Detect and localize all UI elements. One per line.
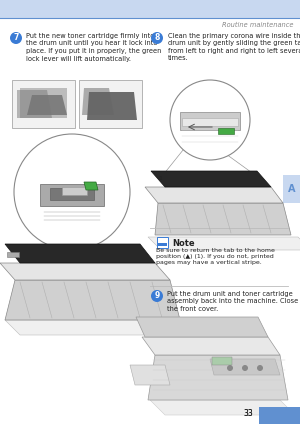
- Bar: [7, 252, 19, 257]
- Bar: [182, 118, 238, 126]
- Circle shape: [151, 290, 163, 302]
- Polygon shape: [17, 90, 52, 118]
- Polygon shape: [5, 320, 195, 335]
- Polygon shape: [5, 280, 180, 320]
- Bar: [20, 108, 67, 118]
- Bar: [180, 112, 240, 130]
- Text: Put the drum unit and toner cartridge
assembly back into the machine. Close
the : Put the drum unit and toner cartridge as…: [167, 291, 298, 312]
- Polygon shape: [210, 359, 280, 375]
- Text: Put the new toner cartridge firmly into
the drum unit until you hear it lock int: Put the new toner cartridge firmly into …: [26, 33, 161, 61]
- Polygon shape: [148, 237, 300, 250]
- Bar: [0, 0, 300, 18]
- Text: Note: Note: [172, 239, 195, 248]
- Polygon shape: [136, 317, 268, 337]
- Bar: [40, 184, 104, 206]
- Circle shape: [170, 80, 250, 160]
- Bar: [262, 408, 300, 424]
- Bar: [50, 188, 94, 200]
- Bar: [20, 98, 67, 108]
- Bar: [259, 407, 300, 424]
- Circle shape: [242, 365, 248, 371]
- Text: 33: 33: [243, 408, 253, 418]
- Text: 8: 8: [154, 33, 160, 42]
- Polygon shape: [0, 263, 170, 280]
- Polygon shape: [145, 187, 283, 203]
- Bar: [20, 88, 67, 98]
- Text: 33: 33: [243, 410, 253, 418]
- Bar: [283, 175, 300, 203]
- Polygon shape: [130, 365, 170, 385]
- Polygon shape: [148, 355, 288, 400]
- Polygon shape: [142, 337, 280, 355]
- Circle shape: [151, 32, 163, 44]
- Text: Be sure to return the tab to the home
position (▲) (1). If you do not, printed
p: Be sure to return the tab to the home po…: [156, 248, 275, 265]
- Bar: [12, 80, 75, 128]
- Polygon shape: [5, 244, 155, 263]
- Circle shape: [10, 32, 22, 44]
- Polygon shape: [82, 88, 114, 115]
- Circle shape: [257, 365, 263, 371]
- Polygon shape: [87, 92, 137, 120]
- Text: 7: 7: [13, 33, 19, 42]
- Circle shape: [14, 134, 130, 250]
- Text: Routine maintenance: Routine maintenance: [221, 22, 293, 28]
- Bar: [158, 243, 167, 246]
- Bar: [218, 128, 234, 134]
- Polygon shape: [150, 400, 295, 415]
- Polygon shape: [151, 171, 271, 187]
- Polygon shape: [27, 95, 67, 115]
- Bar: [212, 357, 232, 365]
- Text: A: A: [288, 184, 295, 194]
- Circle shape: [227, 365, 233, 371]
- Bar: [157, 237, 168, 248]
- Bar: [79, 80, 142, 128]
- Bar: [62, 187, 87, 195]
- Text: 1: 1: [158, 176, 162, 181]
- Text: Clean the primary corona wire inside the
drum unit by gently sliding the green t: Clean the primary corona wire inside the…: [168, 33, 300, 61]
- Polygon shape: [84, 182, 98, 190]
- Polygon shape: [155, 203, 291, 235]
- Text: 9: 9: [154, 292, 160, 301]
